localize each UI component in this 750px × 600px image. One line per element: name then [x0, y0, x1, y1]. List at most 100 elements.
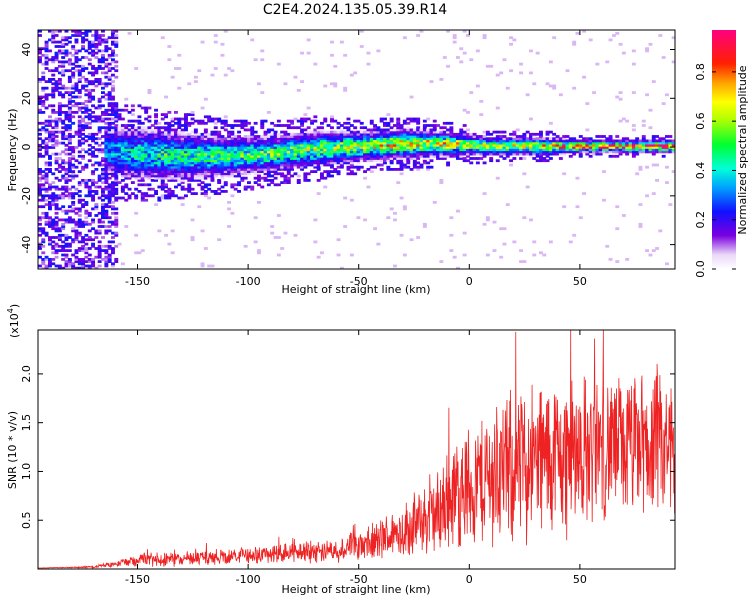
spectrogram-cell: [111, 205, 115, 209]
spectrogram-cell: [223, 128, 228, 132]
spectrogram-cell: [227, 201, 232, 204]
spectrogram-cell: [645, 139, 650, 143]
spectrogram-cell: [482, 130, 487, 134]
spectrogram-cell: [77, 119, 82, 123]
spectrogram-cell: [625, 137, 630, 141]
spectrogram-cell: [177, 135, 182, 138]
spectrogram-cell: [363, 137, 368, 141]
spectrogram-cell: [97, 67, 102, 70]
spectrogram-cell: [419, 148, 424, 152]
spectrogram-cell: [117, 146, 122, 149]
spectrogram-cell: [111, 154, 115, 158]
spectrogram-cell: [57, 117, 62, 121]
spectrogram-cell: [77, 209, 82, 213]
spectrogram-cell: [422, 126, 427, 130]
spectrogram-cell: [260, 143, 265, 147]
spectrogram-cell: [386, 154, 391, 158]
spectrogram-cell: [339, 143, 344, 147]
spectrogram-cell: [522, 260, 527, 263]
spectrogram-cell: [227, 159, 232, 163]
spectrogram-cell: [170, 130, 175, 134]
spectrogram-cell: [84, 84, 89, 88]
spectrogram-cell: [184, 128, 188, 132]
spectrogram-cell: [306, 135, 311, 138]
spectrogram-cell: [41, 141, 46, 145]
spectrogram-cell: [154, 203, 159, 206]
spectrogram-cell: [349, 130, 354, 134]
spectrogram-cell: [147, 143, 152, 147]
spectrogram-cell: [525, 93, 530, 97]
spectrogram-cell: [174, 117, 178, 121]
spectrogram-cell: [217, 192, 222, 195]
spectrogram-cell: [412, 159, 417, 163]
spectrogram-cell: [339, 154, 344, 158]
spectrogram-cell: [101, 148, 105, 152]
spectrogram-cell: [51, 93, 56, 97]
spectrogram-cell: [107, 75, 112, 79]
spectrogram-cell: [379, 146, 384, 149]
spectrogram-cell: [170, 150, 175, 154]
spectrogram-cell: [588, 143, 593, 147]
spectrogram-cell: [588, 38, 593, 42]
spectrogram-cell: [101, 135, 105, 138]
spectrogram-cell: [598, 139, 603, 143]
spectrogram-cell: [101, 187, 105, 191]
spectrogram-cell: [120, 185, 125, 189]
spectrogram-cell: [276, 236, 281, 239]
spectrogram-cell: [260, 157, 265, 160]
spectrogram-cell: [598, 148, 603, 152]
spectrogram-cell: [64, 60, 69, 64]
spectrogram-cell: [555, 150, 560, 154]
spectrogram-cell: [67, 148, 72, 152]
spectrogram-cell: [539, 157, 543, 160]
spectrogram-cell: [71, 73, 76, 77]
spectrogram-cell: [217, 170, 222, 173]
spectrogram-cell: [369, 152, 374, 156]
spectrogram-cell: [257, 251, 261, 255]
spectrogram-cell: [475, 146, 480, 149]
spectrogram-cell: [356, 139, 361, 143]
spectrogram-cell: [87, 45, 92, 48]
spectrogram-cell: [140, 141, 145, 145]
spectrogram-cell: [509, 132, 514, 136]
spectrogram-cell: [412, 150, 417, 154]
spectrogram-cell: [104, 121, 109, 125]
spectrogram-cell: [290, 141, 295, 145]
spectrogram-cell: [621, 139, 626, 143]
spectrogram-cell: [147, 154, 152, 158]
spectrogram-cell: [203, 97, 208, 101]
spectrogram-cell: [207, 143, 212, 147]
spectrogram-cell: [61, 258, 66, 261]
spectrogram-cell: [330, 146, 334, 149]
spectrogram-cell: [74, 255, 79, 259]
spectrogram-cell: [180, 159, 185, 163]
spectrogram-cell: [665, 146, 669, 149]
spectrogram-cell: [84, 179, 89, 182]
spectrogram-cell: [107, 102, 112, 105]
spectrogram-cell: [446, 152, 451, 156]
spectrogram-cell: [71, 209, 76, 213]
spectrogram-cell: [207, 163, 212, 167]
spectrogram-cell: [313, 115, 318, 119]
spectrogram-cell: [237, 159, 242, 163]
spectrogram-cell: [87, 47, 92, 51]
spectrogram-cell: [300, 130, 305, 134]
spectrogram-cell: [333, 168, 338, 171]
spectrogram-cell: [233, 139, 238, 143]
spectrogram-cell: [479, 100, 484, 103]
spectrogram-cell: [197, 168, 202, 171]
spectrogram-cell: [130, 128, 135, 132]
spectrogram-cell: [286, 124, 291, 127]
spectrogram-cell: [111, 262, 115, 266]
spectrogram-cell: [339, 157, 344, 160]
spectrogram-cell: [399, 159, 404, 163]
spectrogram-cell: [532, 253, 537, 257]
spectrogram-cell: [197, 172, 202, 176]
snr-y-tick-label: 0.5: [20, 511, 33, 529]
spectrogram-cell: [316, 150, 321, 154]
spectrogram-cell: [552, 146, 557, 149]
spectrogram-cell: [515, 152, 520, 156]
spectrogram-cell: [442, 150, 447, 154]
spectrogram-cell: [114, 117, 119, 121]
spectrogram-cell: [213, 165, 218, 169]
